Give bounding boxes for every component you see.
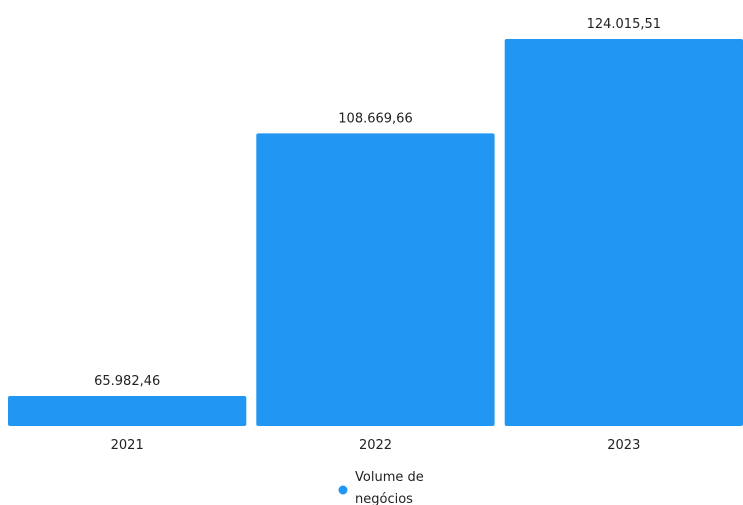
legend: Volume de negócios xyxy=(338,470,424,505)
bar-2022[interactable] xyxy=(256,133,495,426)
legend-marker-volume-de-negocios xyxy=(338,485,348,495)
x-tick-label-2022: 2022 xyxy=(359,438,392,453)
legend-label-line-1: Volume de xyxy=(355,470,424,485)
bars-group xyxy=(8,39,743,426)
x-tick-label-2021: 2021 xyxy=(111,438,144,453)
x-axis-ticks: 2021 2022 2023 xyxy=(111,438,641,453)
bar-2021[interactable] xyxy=(8,396,247,426)
bar-2023[interactable] xyxy=(504,39,743,426)
data-label-2023: 124.015,51 xyxy=(587,17,661,32)
x-tick-label-2023: 2023 xyxy=(607,438,640,453)
data-label-2022: 108.669,66 xyxy=(338,111,412,126)
value-labels-group: 65.982,46 108.669,66 124.015,51 xyxy=(94,17,661,389)
legend-label-line-2: negócios xyxy=(355,492,413,505)
data-label-2021: 65.982,46 xyxy=(94,374,160,389)
